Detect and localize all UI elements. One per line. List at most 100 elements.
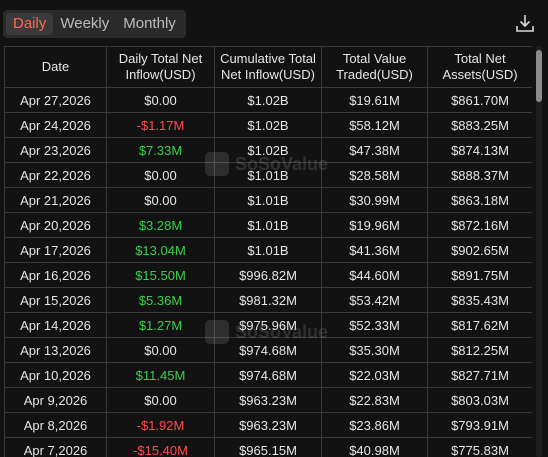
date-cell: Apr 13,2026	[4, 337, 107, 363]
scroll-thumb[interactable]	[536, 50, 542, 102]
net-assets-cell: $883.25M	[427, 112, 532, 138]
date-cell: Apr 8,2026	[4, 412, 107, 438]
net-assets-cell: $902.65M	[427, 237, 532, 263]
cumulative-inflow-cell: $1.01B	[214, 162, 322, 188]
cumulative-inflow-cell: $975.96M	[214, 312, 322, 338]
net-assets-cell: $888.37M	[427, 162, 532, 188]
download-icon[interactable]	[514, 12, 536, 34]
date-cell: Apr 15,2026	[4, 287, 107, 313]
table-row: Apr 8,2026 -$1.92M $963.23M $23.86M $793.91M	[4, 412, 532, 438]
net-assets-cell: $891.75M	[427, 262, 532, 288]
daily-inflow-cell: -$1.92M	[106, 412, 215, 438]
date-cell: Apr 20,2026	[4, 212, 107, 238]
daily-inflow-cell: $1.27M	[106, 312, 215, 338]
tab-monthly[interactable]: Monthly	[123, 15, 176, 32]
etf-flow-table: Date Daily Total Net Inflow(USD) Cumulat…	[4, 46, 532, 457]
table-row: Apr 24,2026 -$1.17M $1.02B $58.12M $883.25M	[4, 112, 532, 138]
net-assets-cell: $863.18M	[427, 187, 532, 213]
daily-inflow-cell: -$1.17M	[106, 112, 215, 138]
cumulative-inflow-cell: $974.68M	[214, 362, 322, 388]
header-cumulative-inflow: Cumulative Total Net Inflow(USD)	[214, 46, 322, 88]
cumulative-inflow-cell: $1.01B	[214, 187, 322, 213]
table-row: Apr 20,2026 $3.28M $1.01B $19.96M $872.16M	[4, 212, 532, 238]
value-traded-cell: $30.99M	[321, 187, 428, 213]
value-traded-cell: $19.96M	[321, 212, 428, 238]
table-row: Apr 17,2026 $13.04M $1.01B $41.36M $902.65M	[4, 237, 532, 263]
daily-inflow-cell: $15.50M	[106, 262, 215, 288]
header-value-traded: Total Value Traded(USD)	[321, 46, 428, 88]
date-cell: Apr 24,2026	[4, 112, 107, 138]
period-tabs: Daily Weekly Monthly	[3, 10, 186, 38]
table-header-row: Date Daily Total Net Inflow(USD) Cumulat…	[4, 46, 532, 88]
cumulative-inflow-cell: $963.23M	[214, 387, 322, 413]
cumulative-inflow-cell: $996.82M	[214, 262, 322, 288]
value-traded-cell: $19.61M	[321, 87, 428, 113]
value-traded-cell: $41.36M	[321, 237, 428, 263]
net-assets-cell: $874.13M	[427, 137, 532, 163]
cumulative-inflow-cell: $965.15M	[214, 437, 322, 457]
daily-inflow-cell: $0.00	[106, 162, 215, 188]
table-body: Apr 27,2026 $0.00 $1.02B $19.61M $861.70M Apr…	[4, 87, 532, 457]
value-traded-cell: $23.86M	[321, 412, 428, 438]
daily-inflow-cell: $0.00	[106, 387, 215, 413]
table-row: Apr 9,2026 $0.00 $963.23M $22.83M $803.03M	[4, 387, 532, 413]
cumulative-inflow-cell: $1.01B	[214, 212, 322, 238]
cumulative-inflow-cell: $1.02B	[214, 137, 322, 163]
value-traded-cell: $44.60M	[321, 262, 428, 288]
table-row: Apr 13,2026 $0.00 $974.68M $35.30M $812.25M	[4, 337, 532, 363]
value-traded-cell: $52.33M	[321, 312, 428, 338]
date-cell: Apr 17,2026	[4, 237, 107, 263]
toolbar: Daily Weekly Monthly	[0, 0, 548, 46]
daily-inflow-cell: -$15.40M	[106, 437, 215, 457]
scrollbar[interactable]	[536, 46, 542, 457]
net-assets-cell: $803.03M	[427, 387, 532, 413]
table-row: Apr 21,2026 $0.00 $1.01B $30.99M $863.18M	[4, 187, 532, 213]
table-row: Apr 10,2026 $11.45M $974.68M $22.03M $827.71…	[4, 362, 532, 388]
daily-inflow-cell: $0.00	[106, 87, 215, 113]
cumulative-inflow-cell: $981.32M	[214, 287, 322, 313]
date-cell: Apr 10,2026	[4, 362, 107, 388]
header-net-assets: Total Net Assets(USD)	[427, 46, 532, 88]
header-date: Date	[4, 46, 107, 88]
value-traded-cell: $22.83M	[321, 387, 428, 413]
header-daily-inflow: Daily Total Net Inflow(USD)	[106, 46, 215, 88]
cumulative-inflow-cell: $1.02B	[214, 87, 322, 113]
tab-daily[interactable]: Daily	[6, 13, 54, 35]
value-traded-cell: $28.58M	[321, 162, 428, 188]
date-cell: Apr 9,2026	[4, 387, 107, 413]
date-cell: Apr 16,2026	[4, 262, 107, 288]
net-assets-cell: $775.83M	[427, 437, 532, 457]
daily-inflow-cell: $7.33M	[106, 137, 215, 163]
cumulative-inflow-cell: $1.01B	[214, 237, 322, 263]
tab-weekly[interactable]: Weekly	[60, 15, 110, 32]
daily-inflow-cell: $0.00	[106, 337, 215, 363]
daily-inflow-cell: $0.00	[106, 187, 215, 213]
value-traded-cell: $47.38M	[321, 137, 428, 163]
cumulative-inflow-cell: $974.68M	[214, 337, 322, 363]
table-row: Apr 7,2026 -$15.40M $965.15M $40.98M $775.83…	[4, 437, 532, 457]
value-traded-cell: $53.42M	[321, 287, 428, 313]
net-assets-cell: $861.70M	[427, 87, 532, 113]
date-cell: Apr 27,2026	[4, 87, 107, 113]
daily-inflow-cell: $13.04M	[106, 237, 215, 263]
date-cell: Apr 21,2026	[4, 187, 107, 213]
table-row: Apr 16,2026 $15.50M $996.82M $44.60M $891.75…	[4, 262, 532, 288]
date-cell: Apr 23,2026	[4, 137, 107, 163]
value-traded-cell: $58.12M	[321, 112, 428, 138]
net-assets-cell: $827.71M	[427, 362, 532, 388]
net-assets-cell: $835.43M	[427, 287, 532, 313]
net-assets-cell: $812.25M	[427, 337, 532, 363]
value-traded-cell: $40.98M	[321, 437, 428, 457]
daily-inflow-cell: $11.45M	[106, 362, 215, 388]
table-row: Apr 27,2026 $0.00 $1.02B $19.61M $861.70M	[4, 87, 532, 113]
value-traded-cell: $22.03M	[321, 362, 428, 388]
value-traded-cell: $35.30M	[321, 337, 428, 363]
cumulative-inflow-cell: $963.23M	[214, 412, 322, 438]
daily-inflow-cell: $3.28M	[106, 212, 215, 238]
cumulative-inflow-cell: $1.02B	[214, 112, 322, 138]
net-assets-cell: $872.16M	[427, 212, 532, 238]
net-assets-cell: $817.62M	[427, 312, 532, 338]
table-row: Apr 22,2026 $0.00 $1.01B $28.58M $888.37M	[4, 162, 532, 188]
table-row: Apr 14,2026 $1.27M $975.96M $52.33M $817.62M	[4, 312, 532, 338]
date-cell: Apr 14,2026	[4, 312, 107, 338]
